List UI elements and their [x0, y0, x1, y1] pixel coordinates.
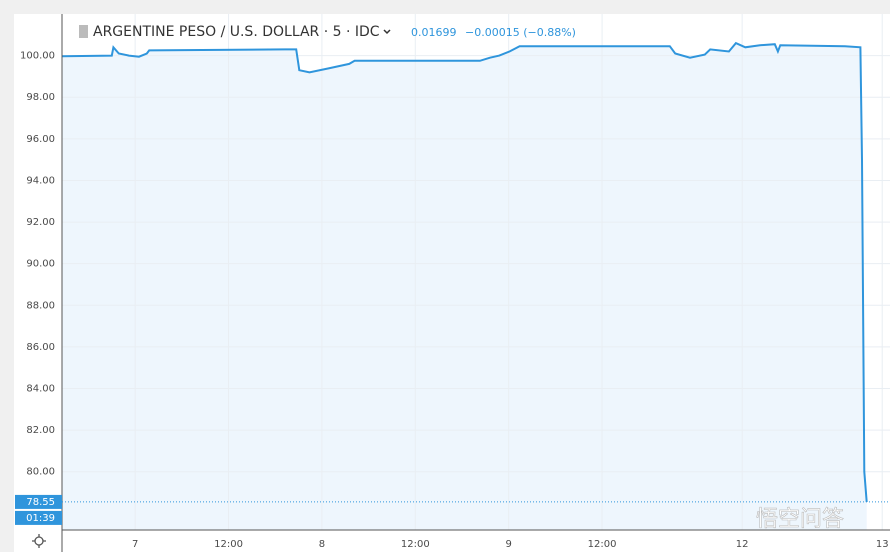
x-tick-label: 12	[736, 539, 749, 550]
x-tick-label: 12:00	[401, 539, 430, 550]
y-tick-label: 94.00	[26, 175, 55, 186]
settings-icon[interactable]	[32, 534, 46, 548]
settings-gear[interactable]	[34, 536, 44, 546]
y-tick-label: 88.00	[26, 300, 55, 311]
plot	[61, 14, 890, 530]
chart-title: ARGENTINE PESO / U.S. DOLLAR · 5 · IDC	[93, 24, 380, 40]
y-tick-label: 82.00	[26, 425, 55, 436]
x-tick-label: 12:00	[588, 539, 617, 550]
y-tick-label: 96.00	[26, 134, 55, 145]
countdown-label: 01:39	[26, 513, 55, 524]
countdown-box	[15, 510, 62, 525]
x-tick-label: 12:00	[214, 539, 243, 550]
y-tick-label: 86.00	[26, 342, 55, 353]
x-tick-label: 9	[505, 539, 511, 550]
left-strip	[0, 0, 14, 552]
x-tick-label: 13	[876, 539, 889, 550]
y-tick-label: 98.00	[26, 92, 55, 103]
last-price-label: 78.55	[26, 497, 55, 508]
y-tick-label: 80.00	[26, 467, 55, 478]
last-value: 0.01699	[411, 26, 457, 39]
y-tick-label: 92.00	[26, 217, 55, 228]
x-tick-label: 8	[319, 539, 325, 550]
dropdown-icon[interactable]	[383, 29, 391, 35]
area-fill	[62, 43, 867, 530]
change: −0.00015 (−0.88%)	[465, 26, 576, 39]
top-strip	[0, 0, 890, 14]
x-tick-label: 7	[132, 539, 138, 550]
y-tick-label: 84.00	[26, 384, 55, 395]
symbol-icon	[79, 25, 88, 38]
price-line	[61, 41, 868, 502]
y-tick-label: 100.00	[20, 51, 55, 62]
last-price-box	[15, 494, 62, 509]
settings-spokes[interactable]	[32, 534, 46, 548]
watermark: 悟空问答	[756, 507, 844, 532]
y-tick-label: 90.00	[26, 259, 55, 270]
